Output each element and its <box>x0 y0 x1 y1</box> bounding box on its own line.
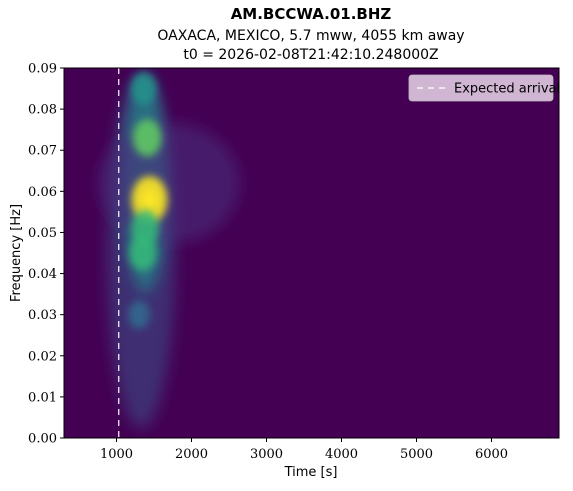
y-tick-label: 0.09 <box>28 62 57 77</box>
energy-peak <box>128 300 150 329</box>
chart-subtitle-t0: t0 = 2026-02-08T21:42:10.248000Z <box>183 47 438 63</box>
y-tick-label: 0.02 <box>28 349 57 364</box>
plot-frame <box>63 67 560 439</box>
y-tick-label: 0.04 <box>28 267 57 282</box>
energy-peak <box>131 72 156 105</box>
chart-title: AM.BCCWA.01.BHZ <box>231 5 392 23</box>
x-tick-label: 2000 <box>175 447 208 462</box>
x-tick-label: 5000 <box>400 447 433 462</box>
x-axis-label: Time [s] <box>284 465 338 480</box>
energy-peak <box>132 119 162 157</box>
x-tick-label: 3000 <box>250 447 283 462</box>
legend-box <box>408 74 554 102</box>
y-tick-label: 0.03 <box>28 308 57 323</box>
y-tick-label: 0.08 <box>28 103 57 118</box>
y-tick-label: 0.00 <box>28 432 57 447</box>
y-axis-ticks: 0.00 0.01 0.02 0.03 0.04 0.05 0.06 0.07 0.08 0.09 <box>28 62 64 447</box>
x-tick-label: 1000 <box>100 447 133 462</box>
legend: Expected arrival <box>408 74 560 102</box>
energy-peak-core <box>142 190 157 209</box>
y-tick-label: 0.07 <box>28 144 57 159</box>
y-tick-label: 0.06 <box>28 185 57 200</box>
y-tick-label: 0.01 <box>28 390 57 405</box>
x-tick-label: 4000 <box>325 447 358 462</box>
legend-label: Expected arrival <box>454 82 560 97</box>
y-axis-label: Frequency [Hz] <box>9 204 24 302</box>
x-axis-ticks: 1000 2000 3000 4000 5000 6000 <box>100 438 508 462</box>
x-tick-label: 6000 <box>475 447 508 462</box>
spectrogram-energy <box>99 72 239 428</box>
energy-tail <box>99 123 239 244</box>
y-tick-label: 0.05 <box>28 226 57 241</box>
energy-peak <box>129 235 157 271</box>
chart-subtitle-event: OAXACA, MEXICO, 5.7 mww, 4055 km away <box>157 28 464 44</box>
